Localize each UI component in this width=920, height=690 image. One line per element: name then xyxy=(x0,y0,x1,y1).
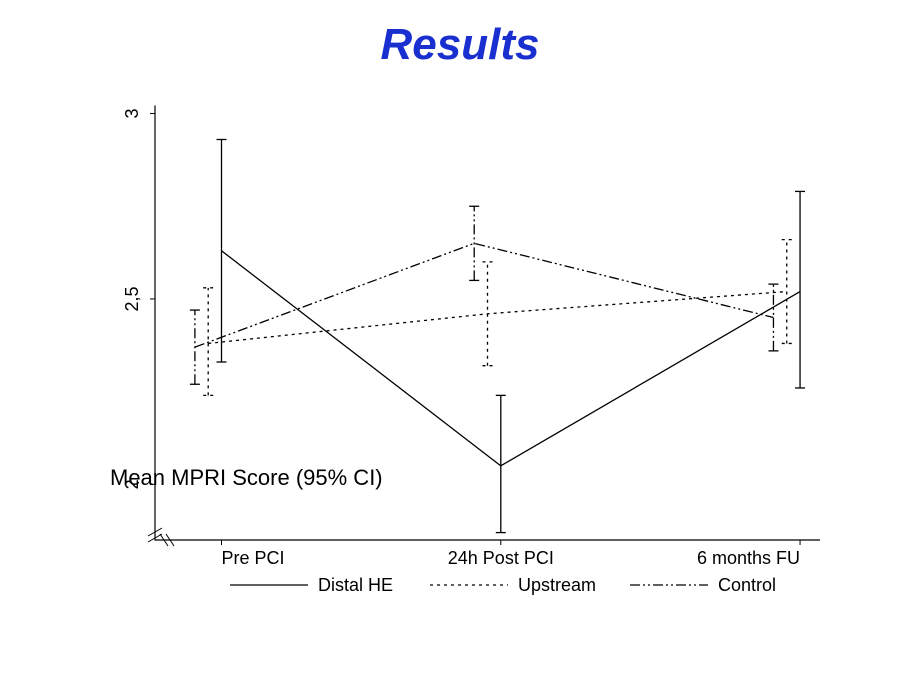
y-tick-label: 3 xyxy=(122,109,142,119)
y-tick-label: 2,5 xyxy=(122,286,142,311)
page-title: Results xyxy=(0,20,920,70)
legend-label: Upstream xyxy=(518,575,596,595)
legend-label: Distal HE xyxy=(318,575,393,595)
x-tick-label: 24h Post PCI xyxy=(448,548,554,568)
y-axis-label: Mean MPRI Score (95% CI) xyxy=(110,465,383,490)
legend-label: Control xyxy=(718,575,776,595)
x-tick-label: Pre PCI xyxy=(222,548,285,568)
series-line-control xyxy=(195,243,774,347)
series-line-distal-he xyxy=(222,251,801,466)
mpri-chart: 22,53Pre PCI24h Post PCI6 months FUMean … xyxy=(100,95,900,620)
chart-svg: 22,53Pre PCI24h Post PCI6 months FUMean … xyxy=(100,95,900,615)
x-tick-label: 6 months FU xyxy=(697,548,800,568)
